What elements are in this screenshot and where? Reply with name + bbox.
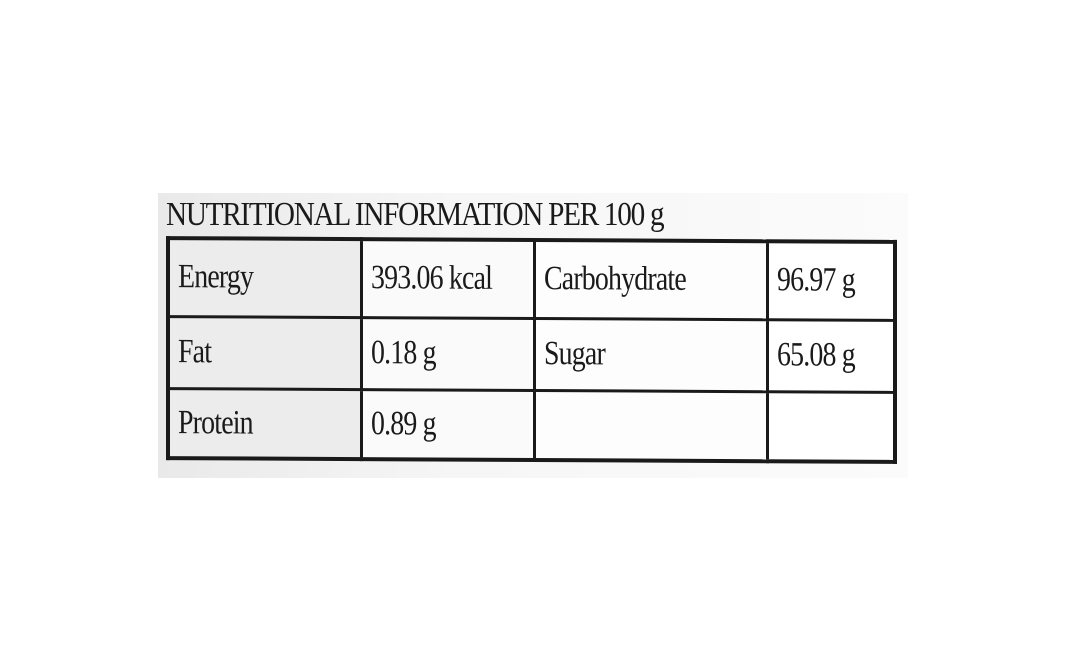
nutrient-name: Fat: [178, 333, 212, 371]
table-row: Protein 0.89 g: [168, 388, 895, 462]
nutrient-value: 0.89 g: [371, 405, 436, 443]
nutrient-name: Sugar: [544, 335, 605, 373]
nutrition-table: Energy 393.06 kcal Carbohydrate 96.97 g …: [166, 236, 897, 464]
label-title: NUTRITIONAL INFORMATION PER 100 g: [166, 196, 665, 233]
nutrient-value: 0.18 g: [371, 334, 436, 372]
nutrient-name: Energy: [178, 258, 254, 296]
table-row: Energy 393.06 kcal Carbohydrate 96.97 g: [168, 238, 895, 321]
nutrient-name: Carbohydrate: [544, 260, 686, 299]
empty-cell: [534, 390, 768, 462]
nutrient-value: 96.97 g: [777, 261, 855, 300]
table-row: Fat 0.18 g Sugar 65.08 g: [168, 316, 895, 393]
nutrient-value: 65.08 g: [777, 336, 855, 375]
empty-cell: [767, 391, 895, 462]
nutrient-name: Protein: [178, 404, 253, 442]
nutrient-value: 393.06 kcal: [371, 259, 493, 298]
